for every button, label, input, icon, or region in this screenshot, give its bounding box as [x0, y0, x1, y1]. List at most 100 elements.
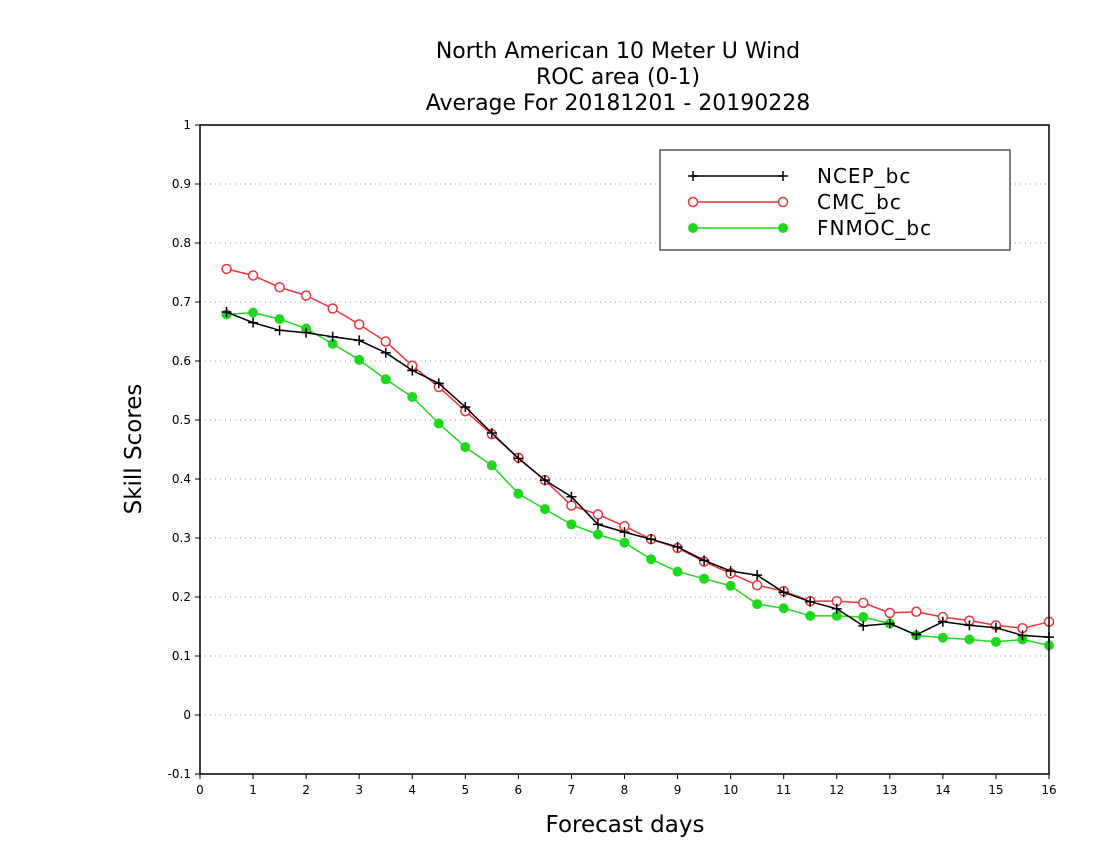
data-point	[699, 573, 710, 584]
title-line-3: Average For 20181201 - 20190228	[426, 91, 811, 116]
data-point	[407, 391, 418, 402]
data-point	[300, 290, 312, 301]
x-tick-label: 11	[776, 783, 791, 797]
data-point	[646, 554, 657, 565]
data-point	[619, 527, 630, 538]
x-tick-label: 14	[935, 783, 950, 797]
data-point	[566, 491, 577, 502]
data-point	[327, 331, 338, 342]
data-point	[1017, 630, 1028, 641]
data-point	[354, 335, 365, 346]
x-tick-label: 12	[829, 783, 844, 797]
data-point	[937, 616, 948, 627]
data-point	[327, 303, 338, 314]
data-point	[884, 618, 895, 629]
data-point	[486, 427, 497, 438]
y-tick-label: 0	[183, 708, 191, 722]
legend-marker	[687, 196, 699, 208]
data-point	[672, 566, 683, 577]
data-point	[752, 570, 763, 581]
data-point	[513, 488, 524, 499]
data-point	[566, 519, 577, 530]
data-point	[592, 519, 603, 530]
x-tick-label: 0	[196, 783, 204, 797]
data-point	[831, 603, 842, 614]
data-point	[592, 529, 603, 540]
y-tick-label: 0.6	[172, 354, 191, 368]
x-tick-label: 7	[568, 783, 576, 797]
data-point	[964, 634, 975, 645]
data-point	[433, 378, 444, 389]
y-tick-label: 0.9	[172, 177, 191, 191]
data-point	[937, 632, 948, 643]
data-point	[672, 541, 683, 552]
data-point	[805, 610, 816, 621]
y-tick-label: -0.1	[168, 767, 191, 781]
y-tick-label: 0.4	[172, 472, 191, 486]
legend-box	[659, 149, 1011, 251]
title-line-2: ROC area (0-1)	[536, 65, 700, 90]
data-point	[805, 596, 816, 607]
series-ncep-bc	[221, 307, 1054, 643]
data-point	[858, 620, 869, 631]
data-point	[619, 537, 630, 548]
data-point	[592, 509, 604, 520]
legend-entry: FNMOC_bc	[688, 216, 931, 240]
data-point	[725, 580, 736, 591]
data-point	[407, 365, 418, 376]
data-point	[778, 603, 789, 614]
data-point	[433, 418, 444, 429]
legend-marker	[777, 196, 789, 208]
data-point	[566, 500, 577, 511]
y-tick-label: 0.3	[172, 531, 191, 545]
legend-entry: CMC_bc	[687, 190, 901, 214]
data-point	[751, 579, 763, 591]
data-point	[380, 374, 391, 385]
y-tick-label: 0.1	[172, 649, 191, 663]
series-cmc-bc	[221, 263, 1055, 634]
data-point	[248, 317, 259, 328]
y-axis-label: Skill Scores	[121, 384, 147, 515]
data-point	[884, 607, 896, 619]
data-point	[460, 402, 471, 413]
y-tick-label: 0.7	[172, 295, 191, 309]
data-point	[990, 622, 1001, 633]
x-tick-label: 9	[674, 783, 682, 797]
legend-marker	[688, 223, 698, 233]
x-tick-label: 4	[408, 783, 416, 797]
x-tick-label: 13	[882, 783, 897, 797]
legend-marker	[688, 171, 698, 181]
data-point	[247, 270, 259, 281]
x-tick-label: 8	[621, 783, 629, 797]
legend-label: NCEP_bc	[817, 164, 911, 188]
y-tick-label: 0.2	[172, 590, 191, 604]
x-tick-label: 5	[461, 783, 469, 797]
data-point	[486, 460, 497, 471]
data-point	[725, 566, 736, 577]
data-point	[274, 325, 285, 336]
y-tick-label: 0.8	[172, 236, 191, 250]
data-point	[539, 504, 550, 515]
series-layer	[221, 263, 1055, 651]
x-tick-label: 10	[723, 783, 738, 797]
data-point	[858, 597, 869, 609]
data-point	[248, 307, 259, 318]
data-point	[858, 612, 869, 623]
data-point	[752, 599, 763, 610]
data-point	[911, 629, 922, 640]
x-axis-label: Forecast days	[546, 812, 705, 838]
legend-entry: NCEP_bc	[688, 164, 911, 188]
data-point	[539, 475, 550, 486]
x-tick-label: 1	[249, 783, 257, 797]
data-point	[380, 336, 391, 347]
x-tick-label: 2	[302, 783, 310, 797]
legend-marker	[778, 223, 788, 233]
title-line-1: North American 10 Meter U Wind	[436, 39, 800, 64]
axis-ticks: -0.100.10.20.30.40.50.60.70.80.910 1 2 3 4 5 6…	[168, 118, 1057, 797]
x-tick-label: 16	[1041, 783, 1056, 797]
data-point	[778, 587, 789, 598]
data-point	[301, 327, 312, 338]
